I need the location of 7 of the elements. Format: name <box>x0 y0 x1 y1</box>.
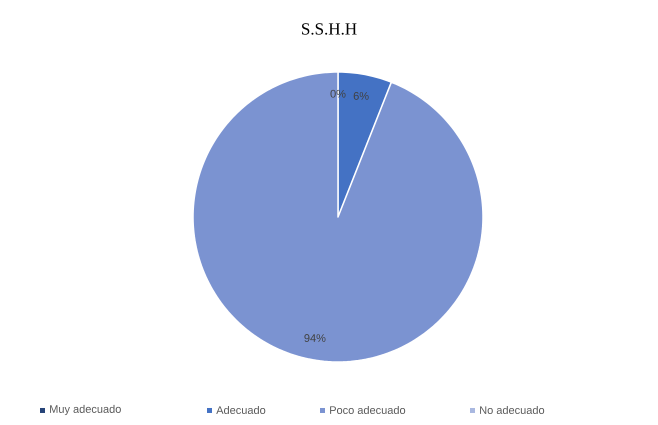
data-label: 6% <box>354 92 369 100</box>
data-label: 94% <box>304 334 326 342</box>
legend-label: Muy adecuado <box>50 404 121 416</box>
chart-title: S.S.H.H <box>302 23 357 35</box>
legend-label: Poco adecuado <box>330 406 406 414</box>
legend-label: No adecuado <box>480 406 544 414</box>
legend-label: Adecuado <box>216 406 266 414</box>
